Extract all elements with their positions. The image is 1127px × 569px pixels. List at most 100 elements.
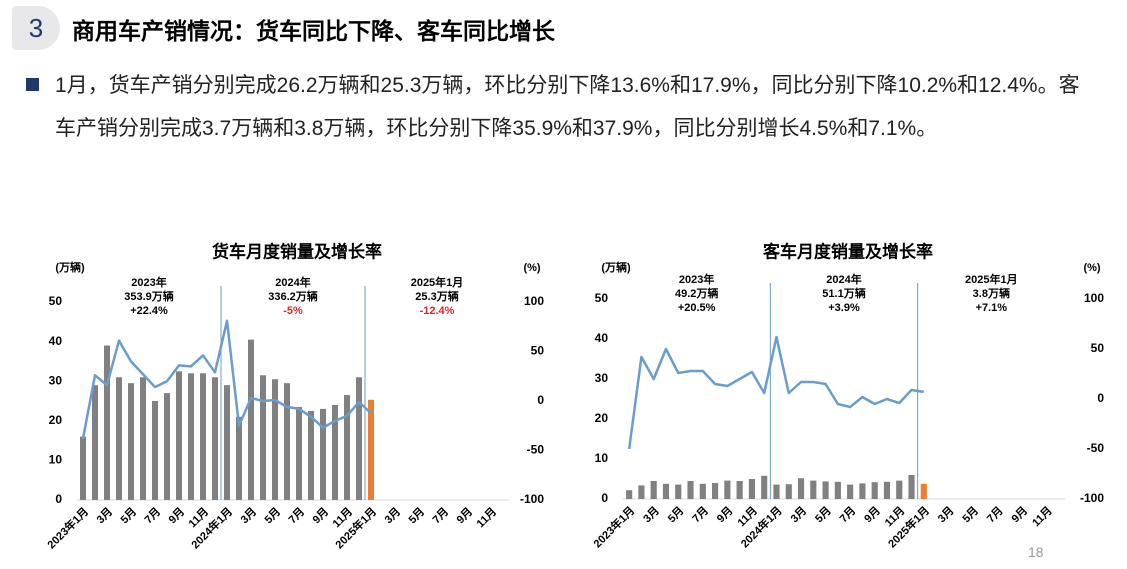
- y2-tick-label: 0: [537, 393, 544, 407]
- bar: [344, 395, 350, 500]
- annotation-volume: 3.8万辆: [973, 286, 1010, 300]
- chart-title: 客车月度销量及增长率: [762, 241, 933, 261]
- y2-tick-label: 100: [1084, 291, 1104, 305]
- bar: [810, 480, 817, 499]
- x-tick-label: 11月: [1030, 504, 1055, 529]
- bar: [908, 475, 915, 499]
- annotation-volume: 49.2万辆: [675, 286, 718, 300]
- bullet-text: 1月，货车产销分别完成26.2万辆和25.3万辆，环比分别下降13.6%和17.…: [55, 74, 1080, 140]
- y2-tick-label: -50: [527, 443, 545, 457]
- bar: [797, 478, 805, 499]
- annotation-growth: +20.5%: [678, 302, 716, 314]
- bar: [92, 385, 98, 500]
- bar: [871, 482, 878, 499]
- annotation-year: 2023年: [679, 272, 714, 286]
- y-tick-label: 20: [595, 411, 609, 425]
- bar: [748, 479, 755, 499]
- x-tick-label: 9月: [862, 504, 883, 525]
- y-tick-label: 50: [49, 294, 63, 308]
- bar: [272, 379, 278, 500]
- x-tick-label: 3月: [238, 505, 259, 526]
- bar: [140, 377, 146, 500]
- bar: [248, 339, 254, 500]
- x-tick-label: 3月: [382, 505, 403, 526]
- x-tick-label: 5月: [812, 504, 833, 525]
- x-tick-label: 3月: [935, 504, 956, 525]
- y-tick-label: 50: [595, 291, 609, 305]
- annotation-growth: +3.9%: [828, 302, 860, 314]
- y-axis-label: (万辆): [55, 260, 85, 274]
- bar: [920, 483, 927, 499]
- bar: [896, 480, 903, 499]
- bullet-marker: [26, 78, 39, 91]
- bar: [260, 375, 266, 500]
- bar: [200, 373, 206, 500]
- x-tick-label: 7月: [286, 505, 307, 526]
- annotation-year: 2023年: [131, 275, 166, 289]
- y2-tick-label: -100: [520, 492, 544, 506]
- bar: [699, 483, 706, 499]
- x-tick-label: 9月: [166, 505, 187, 526]
- bar: [284, 383, 290, 500]
- y2-axis-label: (%): [523, 262, 540, 274]
- bar: [712, 483, 719, 499]
- annotation-growth: +7.1%: [976, 302, 1008, 314]
- y2-tick-label: 100: [524, 294, 544, 308]
- y-tick-label: 20: [49, 413, 63, 427]
- x-tick-label: 7月: [984, 504, 1005, 525]
- page-number: 18: [1028, 544, 1044, 560]
- bar: [128, 383, 134, 500]
- bar: [834, 481, 841, 499]
- slide-number: 3: [12, 6, 60, 50]
- bar: [724, 480, 731, 499]
- chart-title: 货车月度销量及增长率: [212, 241, 382, 261]
- x-tick-label: 9月: [1009, 504, 1030, 525]
- x-tick-label: 5月: [262, 505, 283, 526]
- x-tick-label: 7月: [142, 505, 163, 526]
- annotation-year: 2024年: [275, 275, 310, 289]
- bar: [104, 345, 110, 500]
- y2-tick-label: -50: [1087, 441, 1105, 455]
- bar: [296, 406, 302, 500]
- y2-tick-label: 0: [1097, 391, 1104, 405]
- bar: [650, 481, 657, 499]
- bar: [356, 377, 362, 500]
- bar: [773, 484, 780, 499]
- bar: [626, 490, 633, 499]
- bar: [761, 475, 768, 499]
- bar: [662, 483, 670, 499]
- bar: [859, 483, 866, 499]
- x-tick-label: 5月: [118, 505, 139, 526]
- bar: [736, 481, 743, 499]
- x-tick-label: 7月: [690, 504, 711, 525]
- x-tick-label: 11月: [474, 505, 499, 530]
- bar: [116, 377, 122, 500]
- bar: [224, 385, 230, 500]
- bar: [236, 416, 242, 500]
- x-tick-label: 3月: [641, 504, 662, 525]
- bar: [152, 401, 158, 500]
- bar: [308, 410, 314, 500]
- y2-tick-label: 50: [531, 344, 545, 358]
- annotation-volume: 25.3万辆: [415, 289, 458, 303]
- y-tick-label: 0: [55, 492, 62, 506]
- x-tick-label: 2023年1月: [590, 503, 637, 550]
- annotation-year: 2025年1月: [965, 272, 1018, 286]
- x-tick-label: 9月: [310, 505, 331, 526]
- bar: [80, 436, 86, 500]
- y-tick-label: 0: [601, 491, 608, 505]
- y2-axis-label: (%): [1083, 262, 1100, 274]
- bar: [164, 393, 170, 500]
- annotation-growth: -5%: [283, 305, 303, 317]
- bar: [332, 404, 338, 500]
- x-tick-label: 5月: [960, 504, 981, 525]
- y-axis-label: (万辆): [601, 260, 631, 274]
- annotation-growth: +22.4%: [130, 305, 168, 317]
- bar: [687, 481, 694, 499]
- annotation-growth: -12.4%: [420, 305, 455, 317]
- bar: [785, 484, 792, 499]
- bar: [368, 399, 374, 500]
- y-tick-label: 30: [49, 373, 63, 387]
